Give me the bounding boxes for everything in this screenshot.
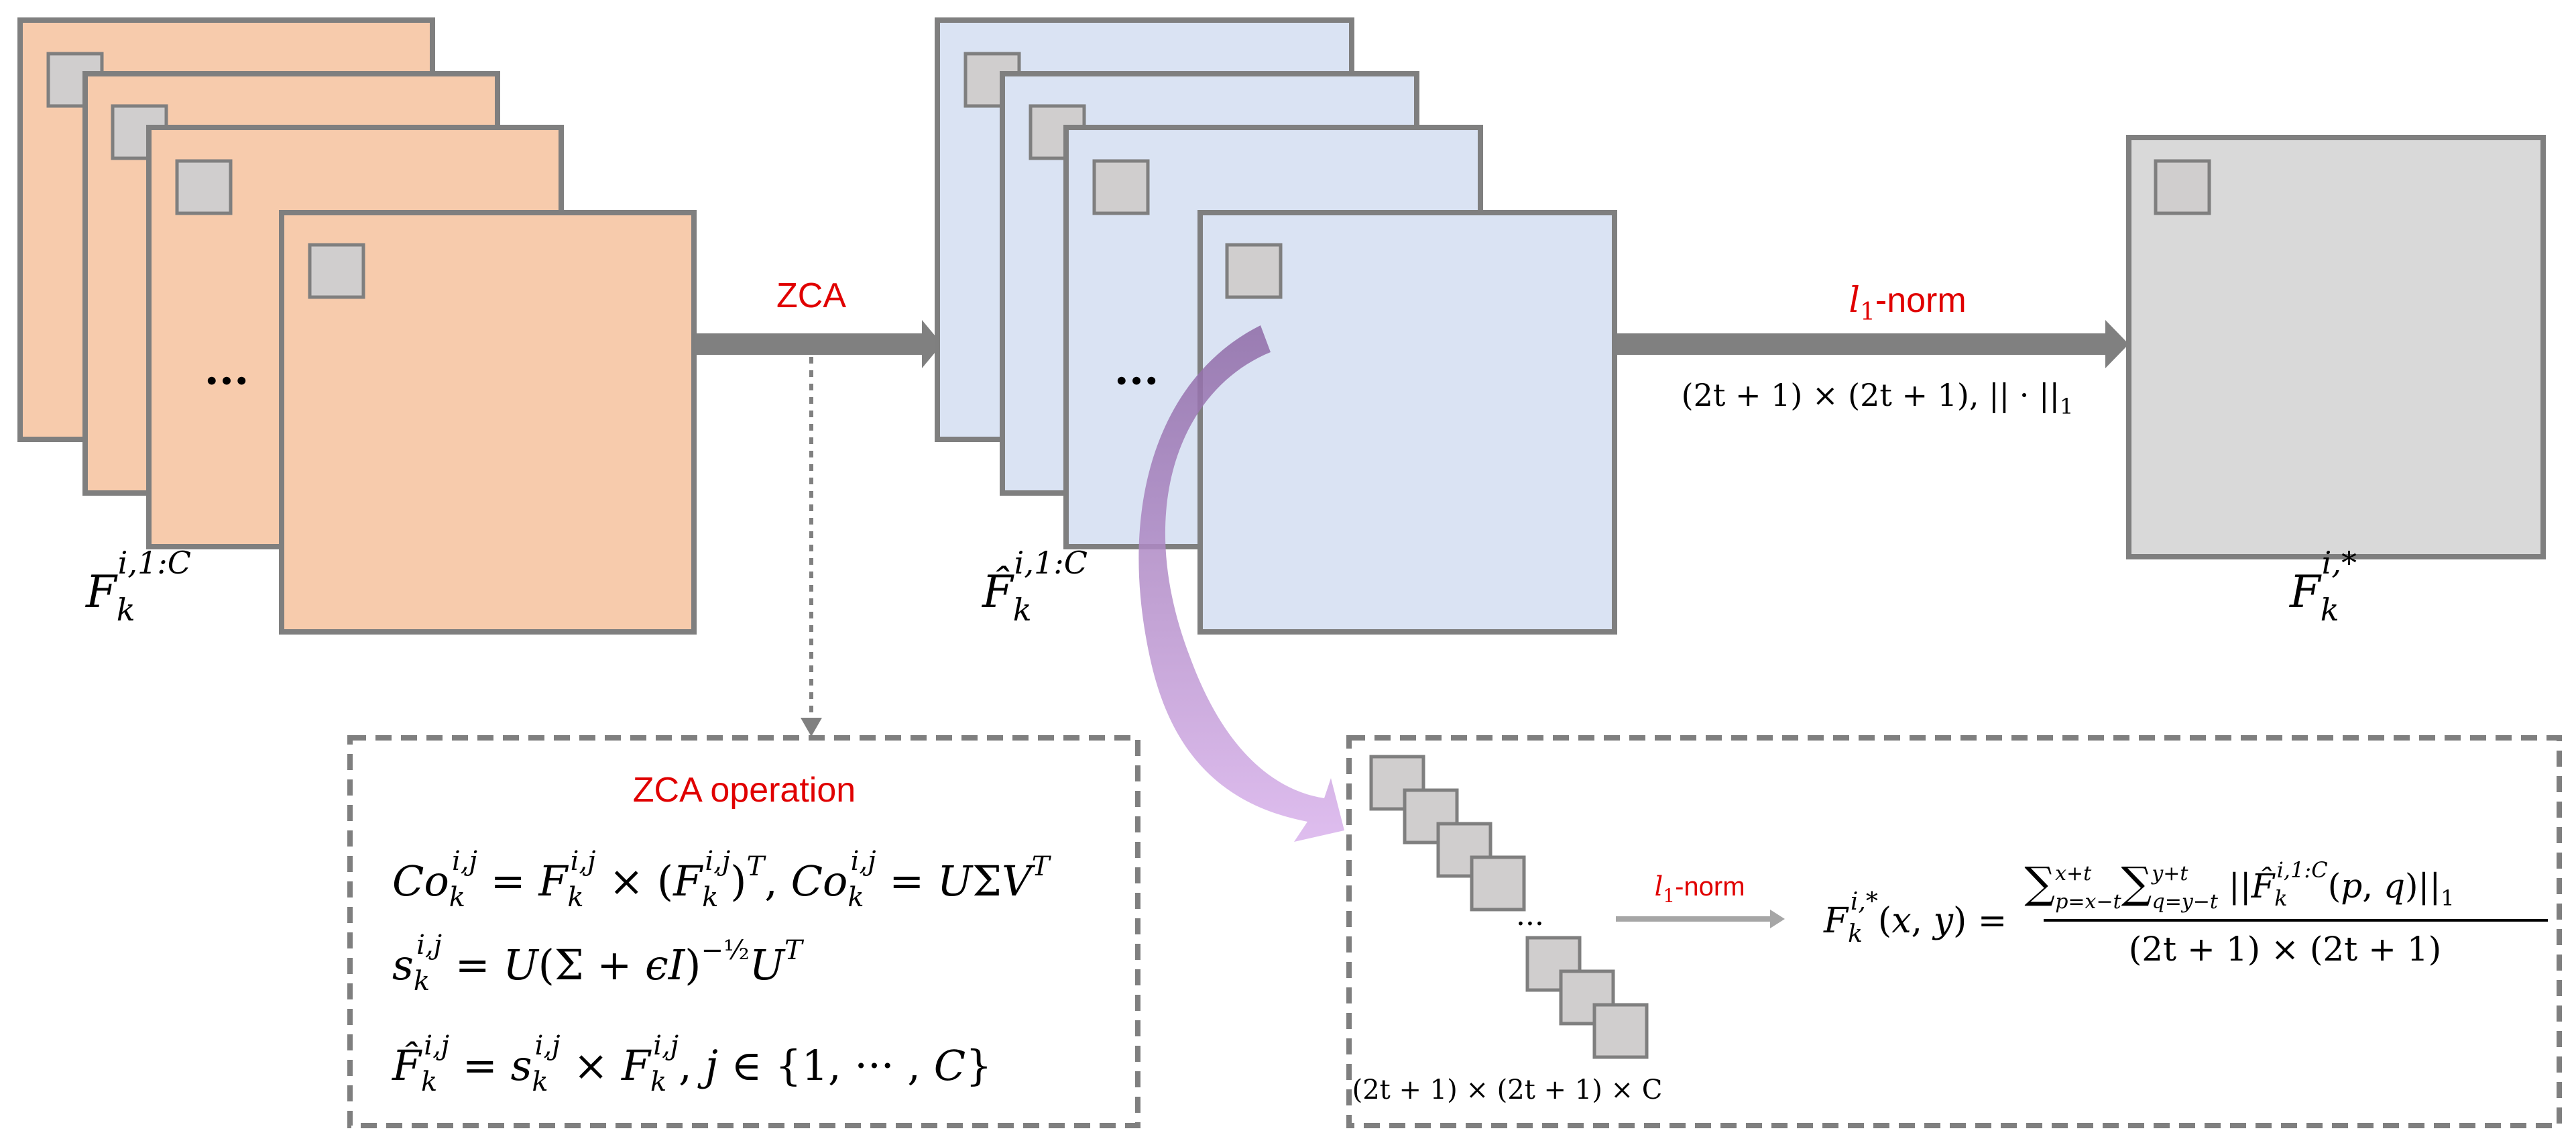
patch-stack [1369,755,1649,1059]
output-patch [2154,159,2211,215]
zca-equation-whitened-output: F̂ki,j = ski,j × Fki,j, j ∈ {1, ··· , C} [392,1030,992,1097]
zca-equation-covariance: Coki,j = Fki,j × (Fki,j)T, Coki,j = UΣVT [392,846,1052,913]
zca-dotted-connector [801,357,822,737]
input-label: Fki,1:C [85,545,191,628]
output-feature-map [2126,135,2546,559]
zca-operation-title: ZCA operation [633,771,856,810]
zca-arrow [695,320,942,368]
l1-norm-small-arrow [1616,910,1785,928]
zca-equation-whitening-matrix: ski,j = U(Σ + ϵI)−½UT [392,930,805,997]
patch-stack-ellipsis: ··· [1516,907,1544,941]
whitened-patch-3 [1092,159,1150,215]
l1-formula-numerator: ∑x+t p=x−t∑y+t q=y−t ||F̂ki,1:C(p, q)||1 [2024,857,2454,914]
input-ellipsis: ··· [204,356,249,406]
output-label: Fki,* [2289,545,2357,628]
l1-formula-denominator: (2t + 1) × (2t + 1) [2129,930,2442,969]
input-feature-stack: ··· [17,17,697,635]
l1-formula-lhs: Fki,*(x, y) = [1823,888,2007,948]
zca-arrow-label: ZCA [776,276,846,315]
l1-norm-small-arrow-label: l1-norm [1654,871,1745,907]
l1-norm-box: ··· (2t + 1) × (2t + 1) × C l1-norm Fki,… [1346,735,2562,1128]
input-patch-3 [175,159,233,215]
whitened-patch-4 [1225,243,1283,299]
whitened-label: F̂ki,1:C [982,545,1088,628]
l1-norm-window-label: (2t + 1) × (2t + 1), || · ||1 [1682,377,2074,419]
purple-curved-arrow [1138,325,1344,842]
l1-norm-arrow-label: l1-norm [1849,280,1966,326]
l1-norm-arrow [1617,320,2129,368]
zca-operation-box: ZCA operation Coki,j = Fki,j × (Fki,j)T,… [347,735,1140,1128]
input-patch-4 [308,243,365,299]
whitened-feature-stack: ··· [935,17,1617,635]
whitened-ellipsis: ··· [1114,356,1159,406]
patch-stack-caption: (2t + 1) × (2t + 1) × C [1352,1075,1663,1105]
